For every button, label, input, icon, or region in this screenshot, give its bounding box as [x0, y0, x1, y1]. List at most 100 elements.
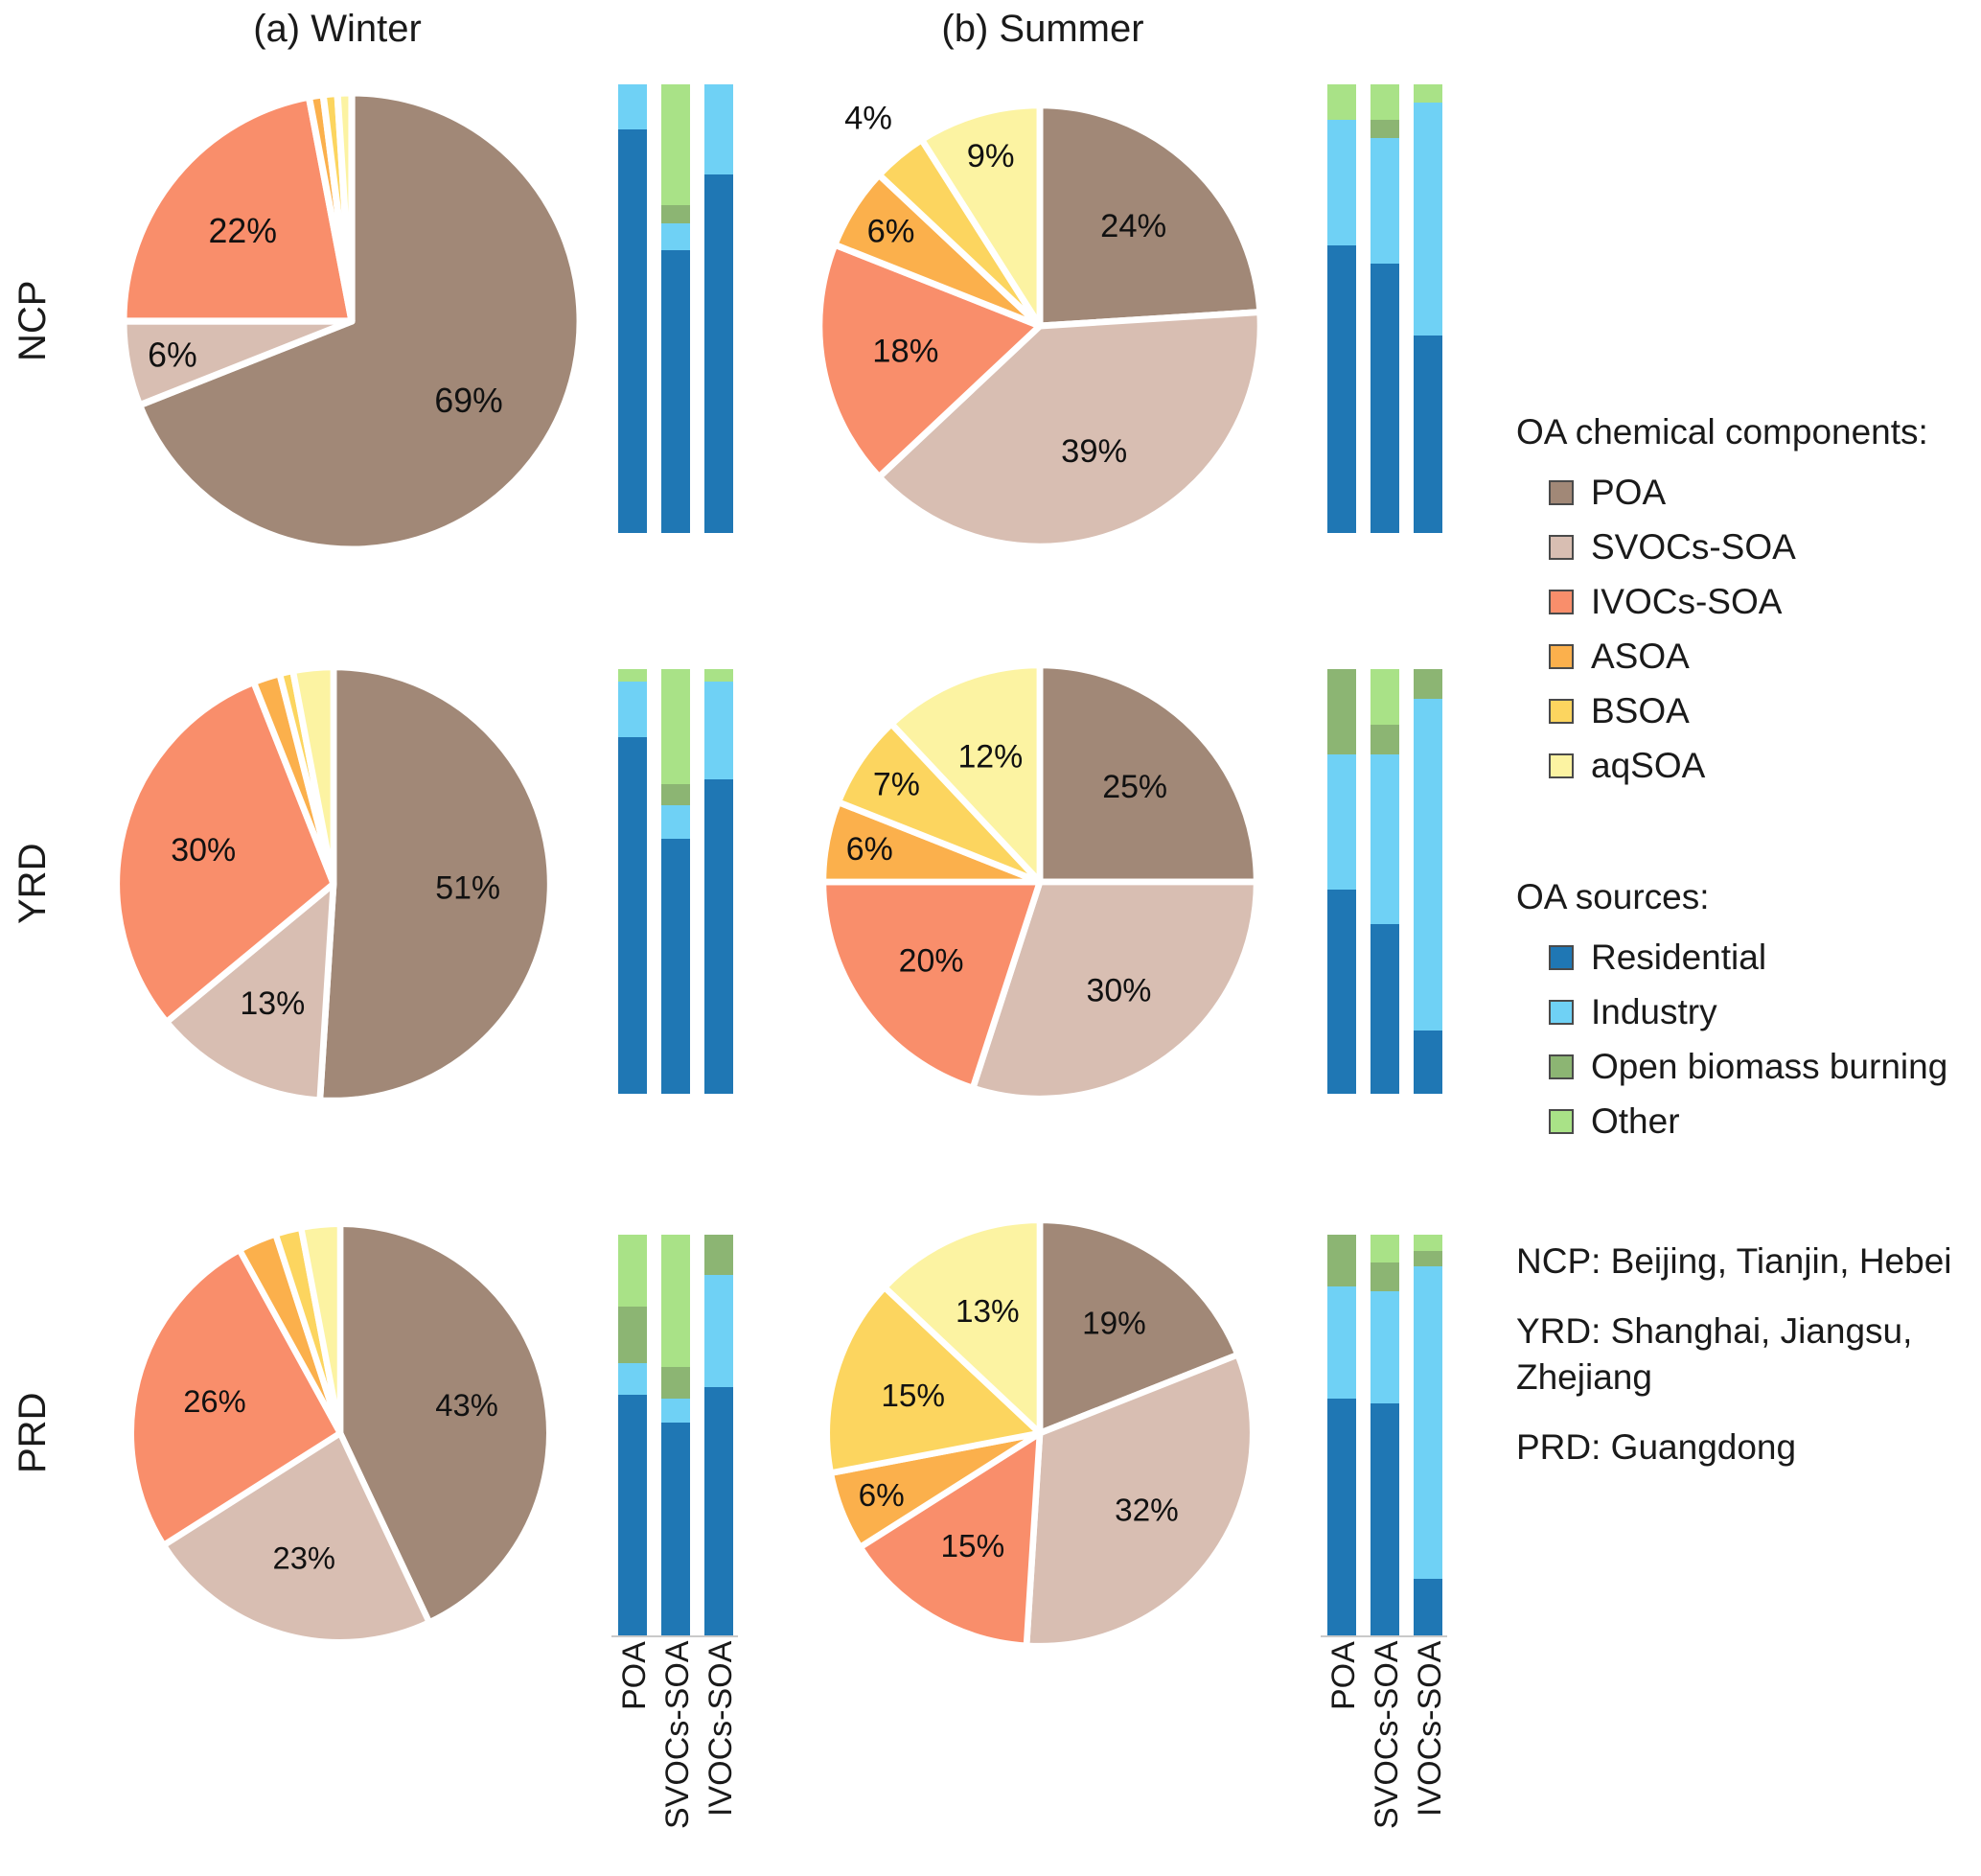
stacked-bar-PRD-Winter-IVOCs-SOA: [704, 1235, 733, 1635]
summer-bar-axis-labels: POA SVOCs-SOA IVOCs-SOA: [1325, 1641, 1448, 1864]
stacked-bar-NCP-Summer-IVOCs-SOA: [1414, 84, 1442, 533]
pie-label-ASOA: 6%: [859, 1478, 905, 1514]
winter-bars-baseline: [611, 1635, 738, 1637]
bar-segment-Industry: [704, 1274, 733, 1387]
region-note: PRD: Guangdong: [1516, 1427, 1797, 1468]
bar-segment-Open biomass burning: [1371, 724, 1399, 754]
bar-segment-Residential: [704, 779, 733, 1094]
pie-label-SVOCs-SOA: 30%: [1086, 972, 1151, 1008]
pie-label-aqSOA: 13%: [956, 1294, 1020, 1330]
legend-item-Open biomass burning: Open biomass burning: [1549, 1046, 1967, 1088]
stacked-bar-NCP-Summer-SVOCs-SOA: [1371, 84, 1399, 533]
pie-slice-aqSOA: [887, 661, 1044, 886]
bar-segment-Industry: [704, 682, 733, 780]
stacked-bar-NCP-Summer-POA: [1327, 84, 1356, 533]
bar-segment-Residential: [1414, 1030, 1442, 1094]
bar-segment-Open biomass burning: [661, 205, 690, 224]
pie-label-aqSOA: 12%: [957, 739, 1023, 776]
legend-swatch-Industry: [1549, 1000, 1574, 1025]
pie-label-SVOCs-SOA: 13%: [240, 985, 305, 1022]
bar-segment-Residential: [1414, 1579, 1442, 1635]
pie-ncp-summer: 24% 39% 18% 6% 4% 9%: [762, 48, 1318, 609]
stacked-bar-PRD-Summer-POA: [1327, 1235, 1356, 1635]
bar-segment-Open biomass burning: [661, 783, 690, 805]
bar-segment-Residential: [618, 128, 647, 533]
pie-prd-winter: 43% 23% 26%: [77, 1170, 604, 1702]
bar-axis-label-SVOCs-SOA: SVOCs-SOA: [1369, 1641, 1405, 1830]
legend-label: aqSOA: [1591, 746, 1706, 785]
bar-segment-Industry: [1371, 138, 1399, 265]
region-note: YRD: Shanghai, Jiangsu, Zhejiang: [1516, 1311, 1913, 1397]
pie-slice-aqSOA: [918, 102, 1044, 330]
legend-sources-list: Residential Industry Open biomass burning O…: [1516, 937, 1967, 1143]
bar-segment-Industry: [1371, 753, 1399, 924]
pie-label-IVOCs-SOA: 26%: [183, 1383, 245, 1419]
pie-slice-aqSOA: [289, 663, 337, 888]
pie-label-POA: 25%: [1102, 769, 1167, 805]
pie-slice-POA: [1036, 1216, 1241, 1437]
pie-slice-POA: [1036, 661, 1260, 886]
bar-axis-label-POA: POA: [1325, 1641, 1362, 1710]
legend-components-list: POA SVOCs-SOA IVOCs-SOA ASOA BSOA aqSOA: [1516, 472, 1967, 787]
bar-segment-Industry: [1327, 753, 1356, 891]
bars-prd-summer: [1327, 1235, 1442, 1635]
legend-swatch-IVOCs-SOA: [1549, 590, 1574, 614]
panel-a-title: (a) Winter: [253, 8, 422, 50]
pie-slice-SVOCs-SOA: [1023, 1351, 1256, 1650]
bars-prd-winter: [618, 1235, 733, 1635]
legend-swatch-Other: [1549, 1109, 1574, 1134]
legend-swatch-aqSOA: [1549, 753, 1574, 778]
bar-segment-Residential: [1371, 923, 1399, 1094]
pie-prd-summer: 19% 32% 15% 6% 15% 13%: [772, 1165, 1308, 1706]
pie-chart-PRD-Winter: 43% 23% 26%: [127, 1220, 553, 1646]
pie-slice-POA: [136, 89, 584, 553]
stacked-bar-PRD-Summer-IVOCs-SOA: [1414, 1235, 1442, 1635]
pie-chart-PRD-Summer: 19% 32% 15% 6% 15% 13%: [823, 1216, 1256, 1650]
pie-yrd-summer: 25% 30% 20% 6% 7% 12%: [767, 609, 1313, 1160]
legend-item-BSOA: BSOA: [1549, 690, 1967, 732]
panel-b-title: (b) Summer: [941, 8, 1144, 50]
legend-item-SVOCs-SOA: SVOCs-SOA: [1549, 526, 1967, 568]
bar-segment-Other: [1414, 1235, 1442, 1251]
bar-segment-Other: [704, 669, 733, 683]
pie-label-POA: 19%: [1082, 1307, 1146, 1342]
bar-segment-Other: [661, 84, 690, 206]
bar-segment-Open biomass burning: [1327, 669, 1356, 754]
stacked-bar-PRD-Winter-SVOCs-SOA: [661, 1235, 690, 1635]
pie-label-IVOCs-SOA: 20%: [899, 942, 964, 979]
legend-label: Open biomass burning: [1591, 1047, 1948, 1086]
bars-yrd-winter: [618, 669, 733, 1094]
legend-item-POA: POA: [1549, 472, 1967, 514]
pie-label-BSOA: 7%: [873, 766, 920, 802]
pie-slice-IVOCs-SOA: [120, 93, 356, 325]
pie-chart-YRD-Winter: 51% 13% 30%: [113, 663, 554, 1104]
bar-segment-Open biomass burning: [704, 1235, 733, 1275]
legend-components-title: OA chemical components:: [1516, 412, 1928, 452]
bar-segment-Residential: [1327, 245, 1356, 533]
pie-slice-IVOCs-SOA: [857, 1429, 1044, 1650]
pie-ncp-winter: 69% 6% 22%: [64, 34, 639, 614]
pie-label-BSOA: 4%: [844, 101, 892, 137]
legend-label: SVOCs-SOA: [1591, 527, 1796, 567]
legend-swatch-BSOA: [1549, 699, 1574, 724]
pie-label-IVOCs-SOA: 30%: [171, 832, 236, 869]
pie-label-aqSOA: 9%: [967, 138, 1015, 174]
legend-item-ASOA: ASOA: [1549, 636, 1967, 678]
bar-segment-Open biomass burning: [1414, 1250, 1442, 1267]
pie-label-POA: 24%: [1100, 208, 1166, 244]
row-label-prd: PRD: [12, 1392, 54, 1474]
legend-label: Other: [1591, 1101, 1680, 1141]
legend-label: Residential: [1591, 938, 1767, 977]
legend-item-Industry: Industry: [1549, 991, 1967, 1033]
pie-chart-NCP-Winter: 69% 6% 22%: [120, 89, 584, 553]
bar-segment-Other: [618, 1235, 647, 1308]
stacked-bar-YRD-Winter-IVOCs-SOA: [704, 669, 733, 1094]
pie-slice-SVOCs-SOA: [969, 878, 1260, 1102]
stacked-bar-NCP-Winter-SVOCs-SOA: [661, 84, 690, 533]
legend: OA chemical components: POA SVOCs-SOA IVOC…: [1516, 410, 1967, 1494]
pie-slice-IVOCs-SOA: [127, 1246, 344, 1549]
bar-segment-Other: [661, 1235, 690, 1367]
pie-slice-SVOCs-SOA: [875, 309, 1264, 550]
bar-segment-Residential: [661, 839, 690, 1094]
